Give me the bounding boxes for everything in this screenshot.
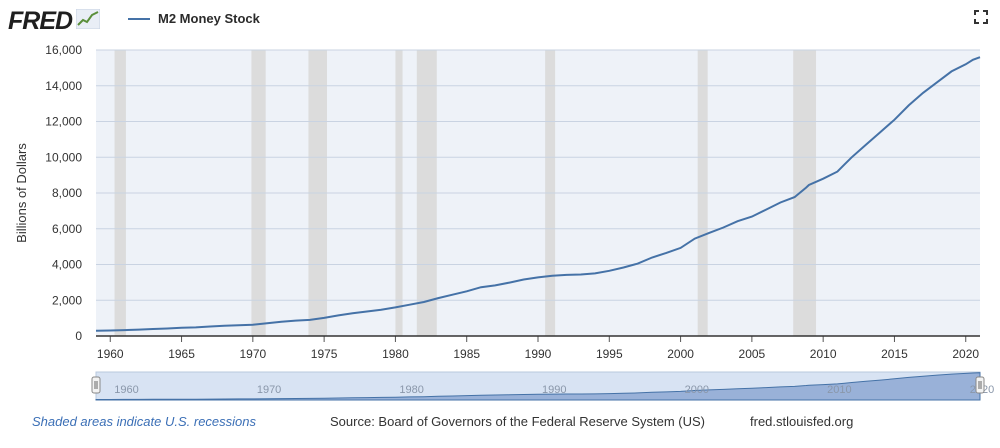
chart-footer: Shaded areas indicate U.S. recessions So… [0,408,1000,438]
x-tick-label: 1985 [453,347,480,361]
y-tick-label: 16,000 [45,43,82,57]
fullscreen-icon[interactable] [974,10,988,24]
x-tick-label: 2005 [739,347,766,361]
x-tick-label: 2000 [667,347,694,361]
y-tick-label: 4,000 [52,258,82,272]
chart-legend[interactable]: M2 Money Stock [128,11,260,26]
legend-swatch [128,17,150,20]
y-tick-label: 12,000 [45,115,82,129]
source-text: Source: Board of Governors of the Federa… [330,414,705,429]
y-tick-label: 8,000 [52,186,82,200]
y-axis: 0 2,000 4,000 6,000 8,000 10,000 12,000 14,000 1… [45,43,82,343]
x-tick-label: 2020 [952,347,979,361]
chart-area[interactable]: 0 2,000 4,000 6,000 8,000 10,000 12,000 14,000 1… [0,0,1000,408]
navigator-handle-left[interactable] [91,376,101,394]
navigator-label: 2000 [685,384,709,396]
x-tick-label: 1995 [596,347,623,361]
navigator-label: 1970 [257,384,281,396]
x-tick-label: 1975 [311,347,338,361]
y-tick-label: 14,000 [45,79,82,93]
x-axis: 1960 1965 1970 1975 1980 1985 1990 1995 2000 2005… [97,336,979,361]
navigator-label: 1990 [542,384,566,396]
x-tick-label: 1965 [168,347,195,361]
y-tick-label: 0 [75,329,82,343]
x-tick-label: 1960 [97,347,124,361]
y-tick-label: 2,000 [52,293,82,307]
recession-note: Shaded areas indicate U.S. recessions [32,414,257,429]
navigator-series [95,372,981,401]
navigator-label: 2010 [827,384,851,396]
series-line-m2[interactable] [95,56,981,332]
navigator-label: 1960 [114,384,138,396]
fred-logo-text: FRED [8,6,73,35]
x-tick-label: 1990 [525,347,552,361]
chart-header: FRED M2 Money Stock [0,0,1000,40]
y-tick-label: 10,000 [45,150,82,164]
navigator-label: 1980 [399,384,423,396]
grid [96,49,980,301]
range-navigator[interactable]: 1960197019801990200020102020 [91,371,994,401]
x-tick-label: 1970 [239,347,266,361]
x-tick-label: 2015 [881,347,908,361]
navigator-handle-right[interactable] [975,376,985,394]
x-tick-label: 2010 [810,347,837,361]
legend-label: M2 Money Stock [158,11,260,26]
x-tick-label: 1980 [382,347,409,361]
y-axis-label: Billions of Dollars [14,143,29,243]
source-link[interactable]: fred.stlouisfed.org [750,414,854,429]
y-tick-label: 6,000 [52,222,82,236]
